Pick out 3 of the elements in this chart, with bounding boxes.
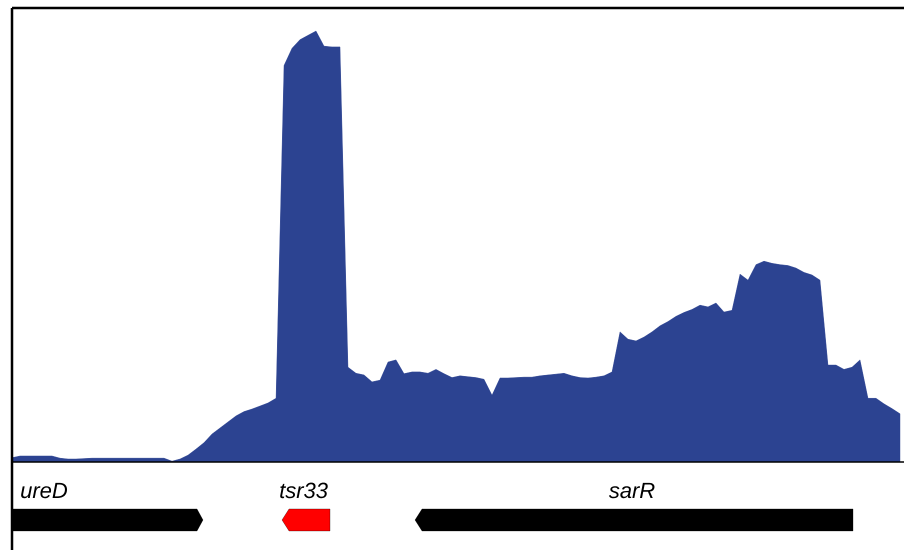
text: sarR (608, 482, 654, 498)
text: tsr33 (280, 482, 328, 498)
text: ureD (21, 482, 68, 498)
